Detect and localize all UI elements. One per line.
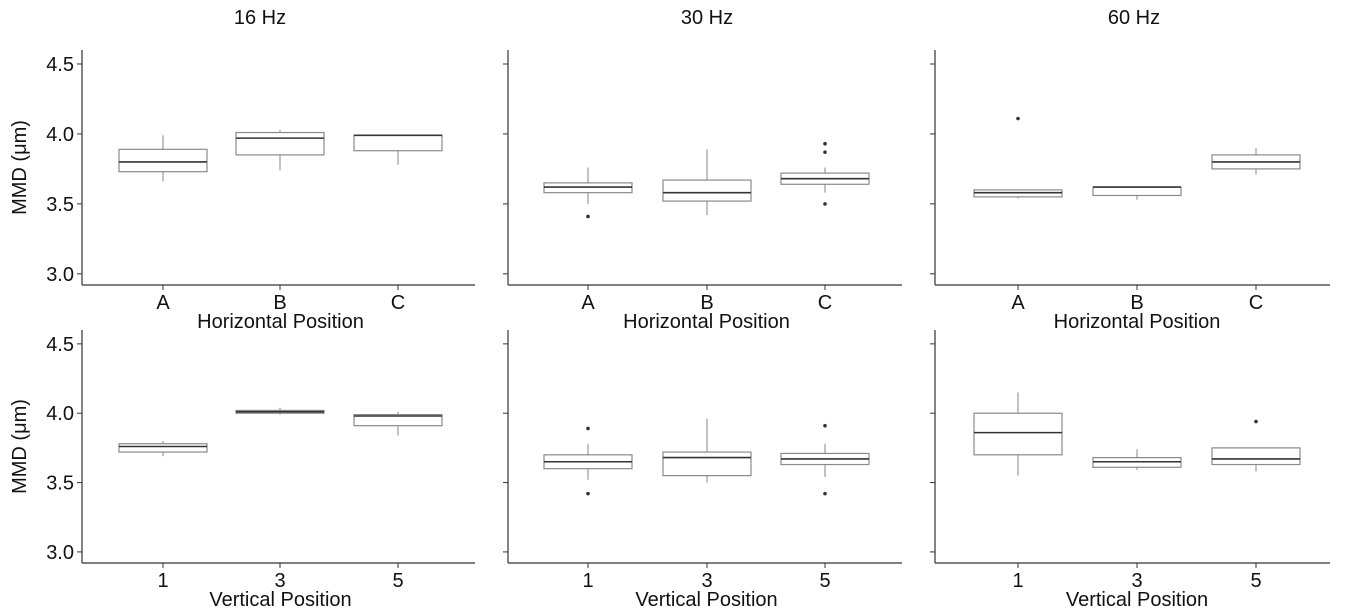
y-axis-label: MMD (μm) — [9, 120, 31, 215]
x-tick-label: A — [581, 292, 595, 314]
panel-3: 60 Hz A B C Horizontal Position — [930, 7, 1330, 333]
box-5 — [353, 411, 443, 436]
x-axis-label: Horizontal Position — [1054, 311, 1221, 333]
x-tick-label: C — [391, 292, 405, 314]
x-tick-label: 1 — [157, 570, 168, 592]
x-axis-label: Horizontal Position — [197, 311, 364, 333]
outlier-point — [1016, 116, 1020, 121]
iqr-box — [662, 451, 752, 477]
x-tick-label: 1 — [1012, 570, 1023, 592]
y-tick-label: 4.0 — [46, 124, 74, 146]
box-1 — [118, 440, 208, 457]
box-A — [543, 167, 633, 219]
y-tick-label: 4.5 — [46, 54, 74, 76]
iqr-box — [353, 134, 443, 152]
box-5 — [780, 423, 870, 496]
iqr-box — [118, 148, 208, 173]
box-B — [235, 129, 325, 171]
y-tick-label: 3.0 — [46, 542, 74, 564]
x-tick-label: B — [273, 292, 286, 314]
box-C — [780, 141, 870, 206]
box-3 — [235, 407, 325, 415]
outlier-point — [823, 202, 827, 206]
panel-6: 1 3 5 Vertical Position — [930, 330, 1330, 611]
box-3 — [1092, 449, 1182, 471]
box-5 — [1211, 419, 1301, 472]
panel-title: 30 Hz — [681, 7, 733, 29]
outlier-point — [586, 214, 590, 219]
x-tick-label: B — [700, 292, 713, 314]
y-tick-label: 3.0 — [46, 264, 74, 286]
x-tick-label: 5 — [392, 570, 403, 592]
y-axis-label: MMD (μm) — [9, 399, 31, 494]
iqr-box — [235, 131, 325, 156]
x-tick-label: 1 — [582, 570, 593, 592]
y-tick-label: 4.5 — [46, 334, 74, 356]
panel-title: 16 Hz — [234, 7, 286, 29]
x-tick-label: C — [818, 292, 832, 314]
outlier-point — [586, 491, 590, 496]
x-tick-label: 3 — [701, 570, 712, 592]
box-C — [353, 134, 443, 165]
box-B — [1092, 186, 1182, 200]
box-B — [662, 149, 752, 216]
outlier-point — [586, 426, 590, 431]
iqr-box — [662, 179, 752, 202]
x-tick-label: B — [1130, 292, 1143, 314]
panel-5: 1 3 5 Vertical Position — [503, 330, 902, 611]
x-axis-label: Vertical Position — [1066, 589, 1208, 611]
box-3 — [662, 418, 752, 483]
iqr-box — [1092, 186, 1182, 197]
box-1 — [543, 426, 633, 496]
x-tick-label: 3 — [274, 570, 285, 592]
y-tick-label: 3.5 — [46, 194, 74, 216]
panel-2: 30 Hz A B C Horizontal Position — [503, 7, 902, 333]
box-A — [118, 135, 208, 182]
outlier-point — [823, 423, 827, 428]
x-tick-label: C — [1249, 292, 1263, 314]
iqr-box — [973, 412, 1063, 456]
outlier-point — [823, 141, 827, 146]
outlier-point — [823, 150, 827, 154]
x-tick-label: 5 — [1250, 570, 1261, 592]
iqr-box — [1211, 447, 1301, 466]
x-tick-label: 3 — [1131, 570, 1142, 592]
box-1 — [973, 392, 1063, 476]
panel-4: 3.0 3.5 4.0 4.5 MMD (μm) 1 3 5 Vertical Position — [9, 330, 475, 611]
y-tick-label: 4.0 — [46, 403, 74, 425]
x-axis-label: Vertical Position — [635, 589, 777, 611]
x-axis-label: Vertical Position — [209, 589, 351, 611]
x-axis-label: Horizontal Position — [623, 311, 790, 333]
panel-title: 60 Hz — [1108, 7, 1160, 29]
outlier-point — [823, 491, 827, 496]
panel-1: 16 Hz 3.0 3.5 4.0 4.5 MMD (μm) A B C Horizontal P… — [9, 7, 475, 333]
x-tick-label: A — [156, 292, 170, 314]
x-tick-label: A — [1011, 292, 1025, 314]
box-A — [973, 116, 1063, 199]
y-tick-label: 3.5 — [46, 473, 74, 495]
iqr-box — [353, 414, 443, 427]
outlier-point — [1254, 419, 1258, 424]
box-C — [1211, 147, 1301, 175]
iqr-box — [118, 443, 208, 453]
x-tick-label: 5 — [819, 570, 830, 592]
